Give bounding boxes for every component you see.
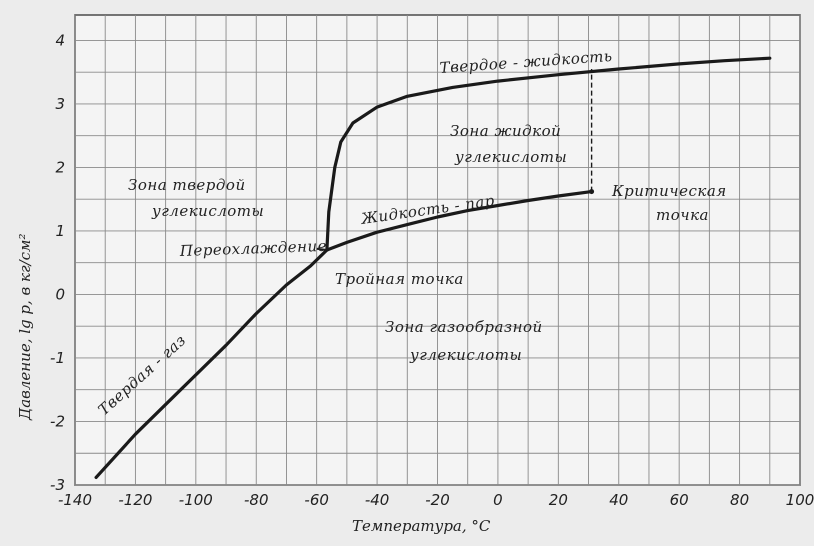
label-critical-line1: Критическая	[611, 182, 727, 200]
y-tick-label: 2	[55, 158, 65, 176]
y-tick-label: -3	[50, 476, 65, 494]
y-tick-label: 4	[55, 31, 65, 49]
x-tick-label: 20	[549, 491, 568, 509]
tick-labels: -140 -120 -100 -80 -60 -40 -20 0 20 40 60 80 100-3-2…	[50, 31, 814, 509]
x-tick-label: 80	[730, 491, 749, 509]
grid	[74, 14, 801, 486]
x-tick-label: -120	[118, 491, 152, 509]
series-group	[94, 56, 772, 479]
x-axis-label: Температура, °С	[352, 517, 491, 535]
label-critical-line2: точка	[656, 206, 709, 224]
y-tick-label: -1	[50, 349, 65, 367]
x-tick-label: -20	[425, 491, 450, 509]
label-solid-zone-line2: углекислоты	[151, 202, 264, 220]
y-tick-label: -2	[50, 412, 65, 430]
x-tick-label: 100	[786, 491, 814, 509]
y-axis-label: Давление, lg p, в кг/см²	[16, 234, 34, 422]
series-line-solid-gas	[94, 248, 329, 479]
x-tick-label: 0	[493, 491, 503, 509]
x-tick-label: -60	[304, 491, 329, 509]
x-tick-label: -40	[365, 491, 390, 509]
y-tick-label: 1	[55, 222, 65, 240]
series-line-solid-liquid	[325, 56, 772, 252]
label-triple-point: Тройная точка	[335, 270, 464, 288]
label-gas-zone-line2: углекислоты	[409, 346, 522, 364]
label-solid-zone-line1: Зона твердой	[128, 176, 246, 194]
label-subcooling: Переохлаждение	[179, 237, 328, 260]
x-tick-label: -140	[58, 491, 92, 509]
series-line-liquid-vapor	[325, 190, 594, 252]
label-liquid-zone-line1: Зона жидкой	[450, 122, 561, 140]
x-tick-label: 60	[670, 491, 689, 509]
x-tick-label: -100	[179, 491, 213, 509]
x-tick-label: 40	[609, 491, 628, 509]
y-tick-label: 3	[55, 95, 65, 113]
label-gas-zone-line1: Зона газообразной	[385, 318, 543, 336]
y-tick-label: 0	[55, 285, 65, 303]
subcooling-segment	[316, 247, 328, 251]
x-tick-label: -80	[244, 491, 269, 509]
critical-point-marker	[589, 189, 595, 195]
label-liquid-zone-line2: углекислоты	[454, 148, 567, 166]
